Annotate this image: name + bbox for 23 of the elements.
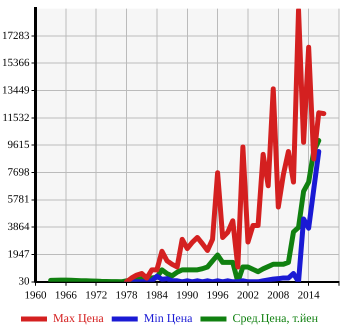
x-tick-label: 1990 (176, 289, 199, 302)
y-tick-label: 7698 (8, 166, 30, 178)
x-tick-label: 1966 (54, 289, 78, 302)
y-tick-label: 5781 (8, 194, 30, 206)
x-tick-label: 2008 (267, 289, 290, 302)
x-tick-label: 2002 (236, 289, 259, 302)
y-tick-label: 9615 (8, 139, 30, 152)
y-tick-label: 1947 (8, 248, 30, 260)
y-tick-label: 30 (18, 276, 30, 288)
x-tick-label: 1984 (146, 289, 168, 302)
x-tick-label: 1978 (116, 289, 138, 302)
legend-label: Max Цена (52, 311, 104, 326)
x-tick-label: 1972 (85, 289, 108, 302)
legend-label: Min Цена (144, 311, 194, 326)
y-tick-label: 15366 (2, 57, 30, 70)
y-tick-label: 11532 (2, 112, 30, 124)
x-tick-label: 1996 (206, 289, 230, 302)
y-tick-label: 17283 (2, 30, 30, 42)
y-tick-label: 3864 (8, 221, 30, 234)
y-tick-label: 13449 (2, 84, 30, 96)
x-tick-label: 2014 (298, 289, 320, 302)
x-tick-label: 1960 (24, 289, 47, 302)
legend-label: Сред.Цена, т.йен (232, 311, 319, 326)
